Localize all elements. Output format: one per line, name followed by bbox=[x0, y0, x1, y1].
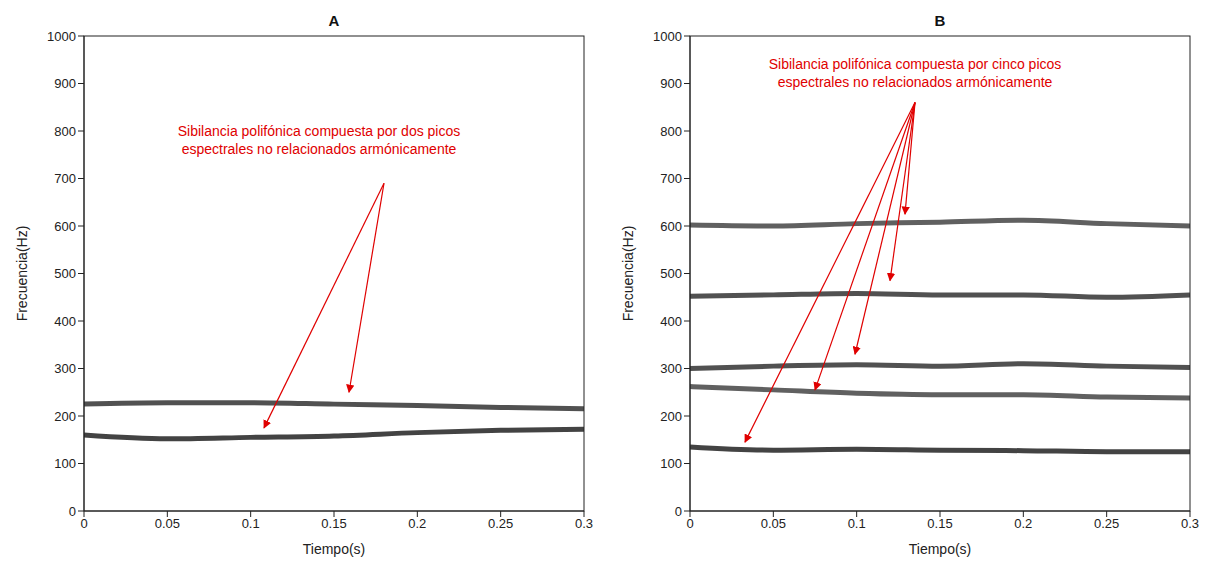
svg-text:0.25: 0.25 bbox=[488, 516, 513, 531]
svg-text:200: 200 bbox=[54, 409, 76, 424]
svg-text:0.1: 0.1 bbox=[242, 516, 260, 531]
svg-text:0: 0 bbox=[80, 516, 87, 531]
svg-text:0.25: 0.25 bbox=[1094, 516, 1119, 531]
svg-text:400: 400 bbox=[54, 314, 76, 329]
svg-text:Frecuencia(Hz): Frecuencia(Hz) bbox=[14, 226, 30, 322]
svg-text:300: 300 bbox=[54, 361, 76, 376]
svg-text:0.3: 0.3 bbox=[1181, 516, 1199, 531]
svg-text:200: 200 bbox=[660, 409, 682, 424]
svg-text:100: 100 bbox=[660, 456, 682, 471]
svg-text:0.05: 0.05 bbox=[155, 516, 180, 531]
svg-text:400: 400 bbox=[660, 314, 682, 329]
svg-text:B: B bbox=[935, 12, 946, 29]
svg-text:300: 300 bbox=[660, 361, 682, 376]
svg-text:0: 0 bbox=[69, 504, 76, 519]
svg-text:500: 500 bbox=[660, 266, 682, 281]
svg-text:0: 0 bbox=[686, 516, 693, 531]
svg-text:espectrales no relacionados ar: espectrales no relacionados armónicament… bbox=[182, 141, 457, 157]
svg-text:600: 600 bbox=[660, 219, 682, 234]
svg-text:0.05: 0.05 bbox=[761, 516, 786, 531]
svg-text:0: 0 bbox=[675, 504, 682, 519]
svg-text:Sibilancia polifónica compuest: Sibilancia polifónica compuesta por cinc… bbox=[769, 56, 1062, 72]
svg-text:800: 800 bbox=[660, 124, 682, 139]
svg-text:0.2: 0.2 bbox=[1014, 516, 1032, 531]
svg-text:0.15: 0.15 bbox=[927, 516, 952, 531]
svg-text:Tiempo(s): Tiempo(s) bbox=[303, 541, 366, 557]
svg-text:Tiempo(s): Tiempo(s) bbox=[909, 541, 972, 557]
svg-text:A: A bbox=[329, 12, 340, 29]
svg-text:900: 900 bbox=[54, 76, 76, 91]
svg-text:1000: 1000 bbox=[653, 29, 682, 44]
svg-text:800: 800 bbox=[54, 124, 76, 139]
svg-text:0.3: 0.3 bbox=[575, 516, 593, 531]
svg-text:0.15: 0.15 bbox=[321, 516, 346, 531]
svg-text:700: 700 bbox=[660, 171, 682, 186]
svg-text:900: 900 bbox=[660, 76, 682, 91]
svg-text:espectrales no relacionados ar: espectrales no relacionados armónicament… bbox=[778, 74, 1053, 90]
svg-text:0.1: 0.1 bbox=[848, 516, 866, 531]
svg-text:500: 500 bbox=[54, 266, 76, 281]
svg-text:100: 100 bbox=[54, 456, 76, 471]
svg-text:1000: 1000 bbox=[47, 29, 76, 44]
svg-text:Frecuencia(Hz): Frecuencia(Hz) bbox=[620, 226, 636, 322]
svg-text:700: 700 bbox=[54, 171, 76, 186]
svg-text:0.2: 0.2 bbox=[408, 516, 426, 531]
svg-text:Sibilancia polifónica compuest: Sibilancia polifónica compuesta por dos … bbox=[178, 123, 461, 139]
svg-text:600: 600 bbox=[54, 219, 76, 234]
